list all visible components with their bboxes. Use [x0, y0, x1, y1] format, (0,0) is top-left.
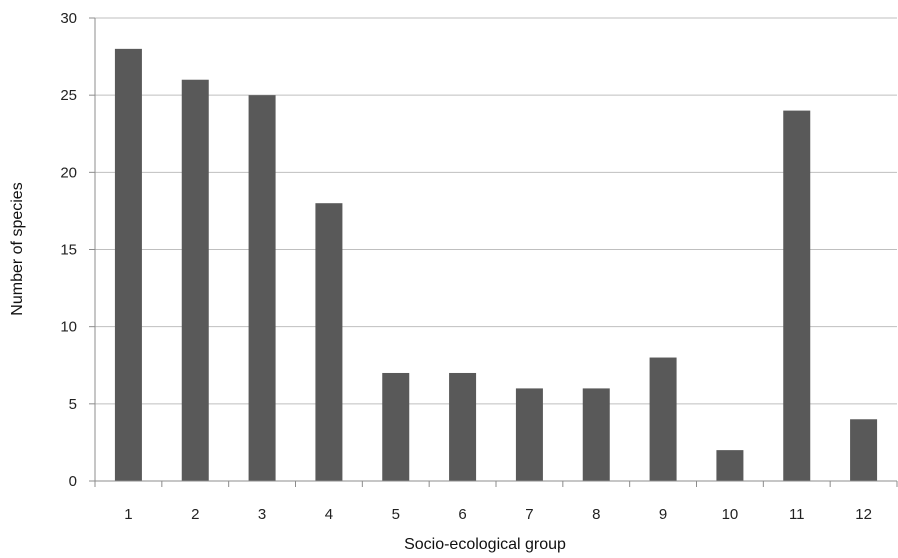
x-axis-title: Socio-ecological group [404, 536, 566, 553]
y-tick-label: 25 [60, 87, 77, 104]
x-tick-label: 8 [592, 506, 600, 523]
x-tick-label: 9 [659, 506, 667, 523]
y-tick-label: 5 [69, 396, 77, 413]
bar-2 [181, 79, 209, 481]
bar-11 [783, 110, 811, 481]
y-axis-title: Number of species [9, 182, 26, 315]
x-tick-label: 7 [525, 506, 533, 523]
y-tick-label: 15 [60, 242, 77, 259]
x-tick-label: 10 [722, 506, 739, 523]
bar-10 [716, 450, 744, 481]
x-tick-label: 1 [124, 506, 132, 523]
bar-8 [582, 388, 610, 481]
x-tick-label: 11 [789, 506, 805, 523]
bar-7 [515, 388, 543, 481]
x-tick-label: 4 [325, 506, 333, 523]
x-tick-label: 5 [392, 506, 400, 523]
bar-6 [449, 372, 477, 481]
bar-12 [850, 419, 878, 481]
gridlines [95, 17, 897, 405]
y-tick-label: 20 [60, 164, 77, 181]
bar-3 [248, 95, 276, 482]
x-tick-label: 12 [855, 506, 872, 523]
x-tick-label: 3 [258, 506, 266, 523]
bar-5 [382, 372, 410, 481]
bar-1 [114, 48, 142, 481]
bar-4 [315, 203, 343, 481]
y-tick-label: 10 [60, 319, 77, 336]
bars [114, 48, 878, 482]
y-tick-label: 30 [60, 10, 77, 27]
axes [89, 17, 898, 487]
y-tick-label: 0 [69, 473, 77, 490]
x-tick-label: 2 [191, 506, 199, 523]
x-tick-label: 6 [458, 506, 466, 523]
bar-9 [649, 357, 677, 481]
